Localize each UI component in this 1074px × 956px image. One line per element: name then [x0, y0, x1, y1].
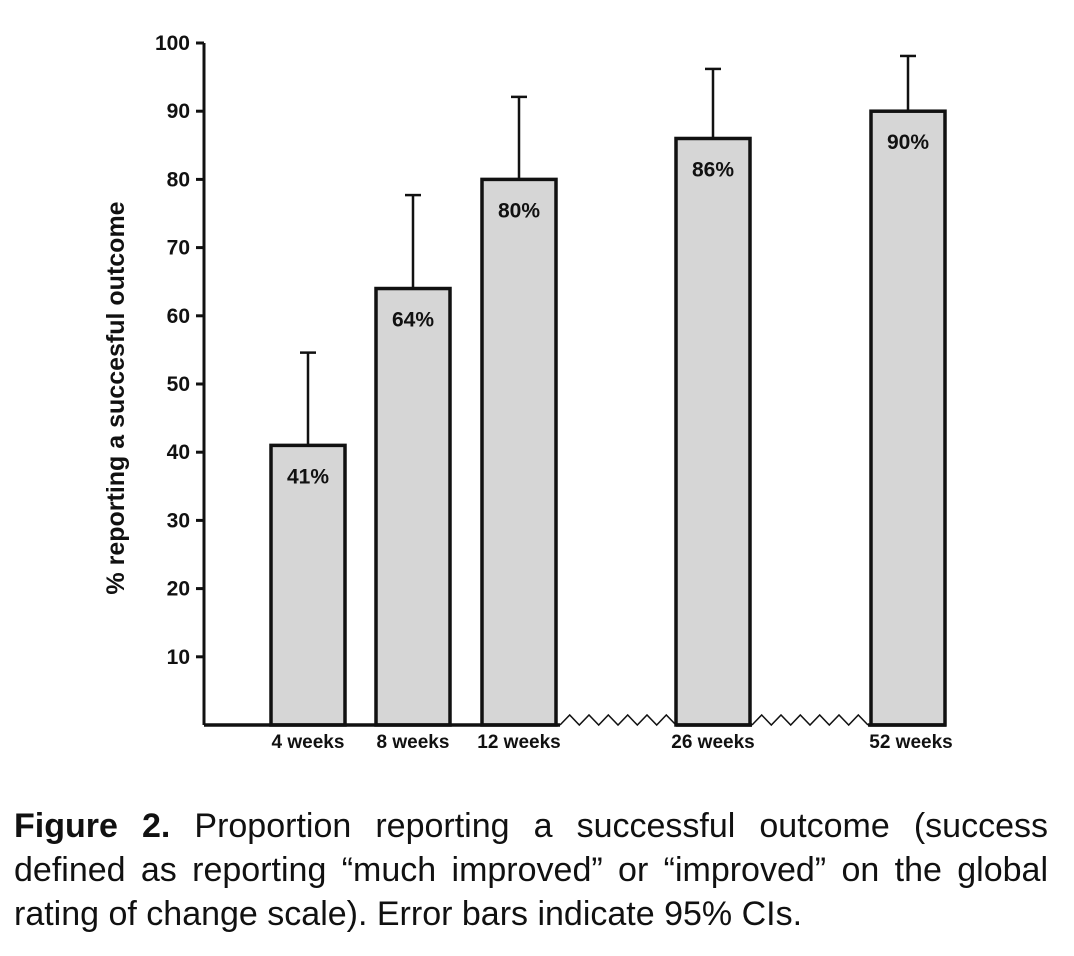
x-axis	[204, 713, 946, 727]
x-tick-label: 26 weeks	[671, 732, 754, 753]
bar	[480, 177, 558, 727]
y-tick-label: 20	[167, 578, 190, 601]
y-tick-label: 100	[155, 32, 190, 55]
axis-break-zigzag	[751, 713, 869, 727]
y-tick-label: 50	[167, 373, 190, 396]
bar-value-label: 86%	[692, 158, 734, 181]
y-tick-label: 90	[167, 100, 190, 123]
bar-chart: 10 20 30 40 50 60 70 80 90 100 41% 64% 80% 86% 90% 4 …	[102, 32, 953, 753]
caption-label: Figure 2.	[14, 807, 171, 845]
bar	[674, 136, 752, 727]
y-axis-title: % reporting a succesful outcome	[102, 201, 130, 594]
x-tick-label: 8 weeks	[377, 732, 450, 753]
axis-break-zigzag	[559, 713, 677, 727]
bars-group: 41% 64% 80% 86% 90%	[269, 54, 947, 727]
x-tick-label: 4 weeks	[272, 732, 345, 753]
figure-caption: Figure 2. Proportion reporting a success…	[14, 804, 1048, 936]
bar	[269, 443, 347, 727]
bar	[869, 109, 947, 727]
x-tick-label: 52 weeks	[869, 732, 952, 753]
y-tick-label: 60	[167, 305, 190, 328]
bar-value-label: 90%	[887, 131, 929, 154]
y-tick-label: 40	[167, 441, 190, 464]
x-tick-label: 12 weeks	[477, 732, 560, 753]
y-tick-label: 70	[167, 237, 190, 260]
bar-value-label: 80%	[498, 199, 540, 222]
bar-value-label: 64%	[392, 309, 434, 332]
bar	[374, 286, 452, 727]
y-tick-label: 10	[167, 646, 190, 669]
y-tick-label: 80	[167, 168, 190, 191]
y-axis: 10 20 30 40 50 60 70 80 90 100	[155, 32, 206, 725]
y-tick-label: 30	[167, 509, 190, 532]
caption-text: Proportion reporting a successful outcom…	[14, 807, 1048, 933]
x-tick-labels: 4 weeks 8 weeks 12 weeks 26 weeks 52 weeks	[272, 732, 953, 753]
bar-value-label: 41%	[287, 465, 329, 488]
